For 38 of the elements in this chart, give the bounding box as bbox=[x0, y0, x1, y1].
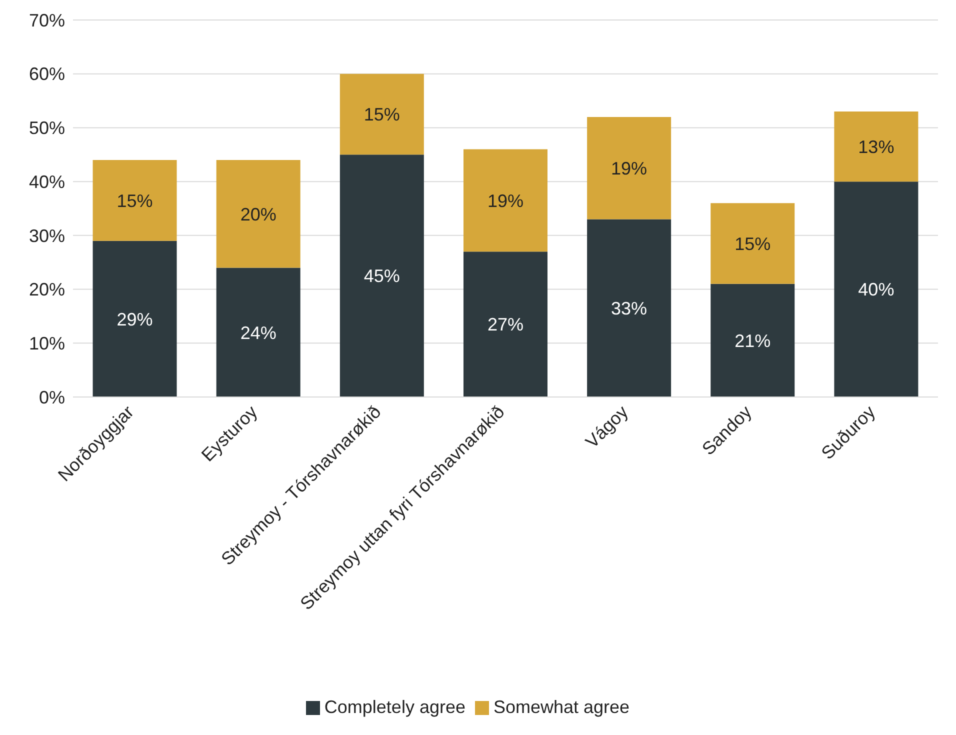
legend-label: Somewhat agree bbox=[493, 697, 630, 717]
y-tick-label: 10% bbox=[28, 334, 65, 354]
data-label: 13% bbox=[858, 136, 894, 157]
bar bbox=[710, 203, 795, 284]
data-label: 21% bbox=[734, 330, 771, 351]
data-label: 29% bbox=[116, 309, 153, 330]
bar bbox=[587, 116, 672, 220]
bar bbox=[834, 182, 918, 397]
y-tick-label: 50% bbox=[28, 118, 65, 138]
data-label: 19% bbox=[487, 190, 524, 211]
data-label: 45% bbox=[364, 266, 400, 286]
bar bbox=[463, 252, 548, 397]
data-label: 24% bbox=[240, 322, 276, 343]
legend-label: Completely agree bbox=[324, 697, 466, 717]
y-tick-label: 70% bbox=[28, 10, 65, 30]
bar bbox=[92, 160, 177, 241]
bar bbox=[92, 240, 177, 397]
y-tick-label: 30% bbox=[28, 226, 65, 246]
bar bbox=[834, 112, 918, 182]
bar bbox=[710, 284, 795, 397]
y-tick-label: 60% bbox=[28, 64, 65, 84]
data-label: 27% bbox=[487, 314, 524, 335]
data-label: 20% bbox=[240, 204, 276, 224]
data-label: 40% bbox=[858, 280, 894, 300]
bar bbox=[463, 149, 548, 252]
bar bbox=[340, 74, 424, 155]
bar bbox=[216, 160, 300, 268]
y-tick-label: 40% bbox=[28, 172, 65, 192]
bar bbox=[216, 268, 300, 397]
data-label: 33% bbox=[611, 298, 648, 319]
data-label: 15% bbox=[116, 190, 153, 211]
y-tick-label: 0% bbox=[38, 387, 65, 408]
data-label: 15% bbox=[364, 104, 400, 125]
data-label: 15% bbox=[734, 234, 771, 254]
bar bbox=[587, 219, 672, 397]
data-label: 19% bbox=[611, 158, 648, 178]
y-tick-label: 20% bbox=[28, 280, 65, 300]
bar bbox=[340, 154, 424, 397]
